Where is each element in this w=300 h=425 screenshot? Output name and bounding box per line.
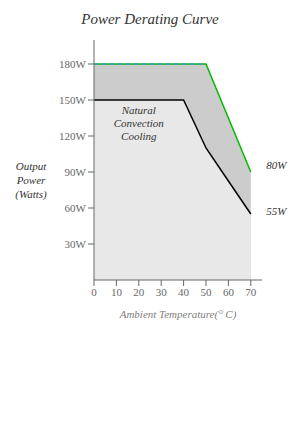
svg-text:20: 20 [133,286,145,298]
svg-text:90W: 90W [65,166,87,178]
svg-text:40: 40 [178,286,190,298]
html-text:Power: Power [16,174,46,186]
svg-text:150W: 150W [59,94,87,106]
svg-text:120W: 120W [59,130,87,142]
svg-text:50: 50 [201,286,213,298]
svg-text:60W: 60W [65,202,87,214]
svg-text:NaturalConvectionCooling: NaturalConvectionCooling [114,104,165,142]
html-text:Output: Output [15,160,47,172]
svg-text:30W: 30W [65,238,87,250]
html-text:(Watts): (Watts) [15,188,47,200]
svg-text:10: 10 [111,286,123,298]
svg-text:0: 0 [91,286,97,298]
svg-text:80W: 80W [266,159,287,171]
html-text:Power Derating Curve: Power Derating Curve [81,11,219,27]
svg-text:Ambient Temperature(° C): Ambient Temperature(° C) [119,308,237,321]
svg-text:180W: 180W [59,58,87,70]
svg-text:55W: 55W [266,204,287,216]
svg-text:70: 70 [245,286,256,298]
svg-text:30: 30 [156,286,168,298]
svg-text:60: 60 [223,286,235,298]
